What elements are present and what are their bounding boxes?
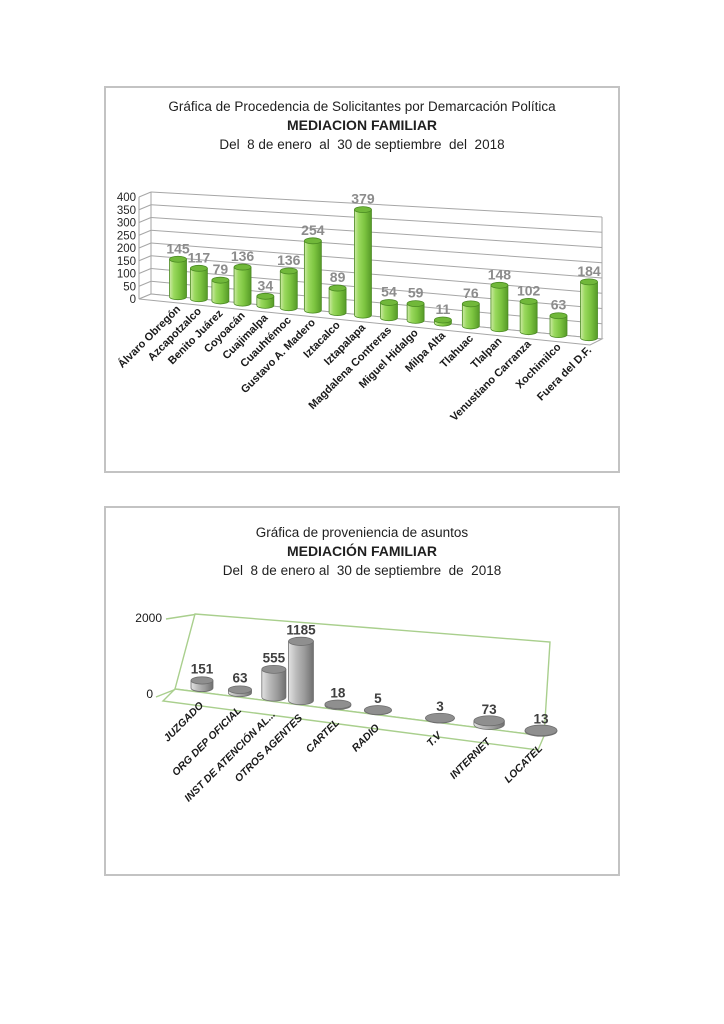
bar-Benito Juárez	[211, 276, 230, 305]
y-tick-label: 350	[117, 205, 136, 217]
value-label: 54	[381, 284, 397, 300]
bar-Tlahuac	[461, 300, 480, 330]
bar-Magdalena Contreras	[380, 299, 398, 322]
value-label: 59	[408, 285, 424, 301]
bar-Iztapalapa	[354, 206, 372, 319]
bar-Milpa Alta	[434, 316, 452, 327]
value-label: 73	[482, 702, 498, 717]
chart-floor	[161, 688, 546, 751]
value-label: 76	[463, 285, 479, 301]
bar-Álvaro Obregón	[169, 255, 187, 301]
value-label: 379	[351, 191, 375, 207]
bar-T.V	[425, 712, 455, 724]
chart1-title: Gráfica de Procedencia de Solicitantes p…	[168, 99, 556, 114]
category-label: JUZGADO	[161, 700, 206, 745]
y-tick-label: 0	[146, 687, 153, 701]
category-label: CARTEL	[304, 717, 342, 755]
bar-Tlalpan	[490, 281, 509, 333]
bar-Cuajimalpa	[256, 292, 275, 309]
y-tick-label: 2000	[135, 611, 162, 625]
y-tick-label: 250	[117, 230, 136, 242]
value-label: 102	[517, 282, 541, 298]
y-tick-label: 300	[117, 218, 136, 230]
bar-Xochimilco	[549, 312, 568, 339]
value-label: 136	[277, 252, 301, 268]
value-label: 18	[330, 685, 346, 700]
bars	[169, 206, 598, 342]
bar-ORG DEP OFICIAL	[228, 685, 252, 698]
chart1-subtitle: MEDIACION FAMILIAR	[286, 117, 438, 133]
value-label: 11	[435, 301, 450, 317]
chart2-title: Gráfica de proveniencia de asuntos	[255, 525, 469, 540]
bar-LOCATEL	[524, 724, 558, 737]
bars	[190, 636, 558, 737]
bar-Gustavo A. Madero	[303, 237, 322, 314]
bar-Cuauhtémoc	[279, 267, 298, 312]
value-label: 145	[166, 240, 190, 256]
bar-INTERNET	[473, 715, 505, 730]
bar-INST DE ATENCIÓN AL...	[261, 664, 287, 702]
bar-JUZGADO	[190, 676, 214, 693]
bar-Miguel Hidalgo	[406, 300, 425, 324]
bar-Fuera del D.F.	[580, 278, 598, 342]
value-label: 555	[263, 650, 286, 665]
value-label: 63	[232, 671, 248, 686]
value-label: 117	[188, 249, 211, 265]
bar-Iztacalco	[328, 284, 347, 316]
value-label: 184	[577, 263, 601, 279]
bar-RADIO	[363, 705, 392, 716]
y-tick-label: 400	[117, 192, 136, 204]
chart-floor	[138, 293, 604, 346]
chart2-period: Del 8 de enero al 30 de septiembre de 20…	[222, 563, 502, 578]
y-tick-label: 150	[117, 256, 136, 268]
value-label: 63	[551, 297, 567, 313]
bar-Coyoacán	[233, 263, 252, 307]
chart1-period: Del 8 de enero al 30 de septiembre del 2…	[219, 137, 505, 152]
y-tick-label: 0	[130, 294, 136, 306]
category-label: LOCATEL	[502, 743, 545, 786]
value-label: 136	[231, 248, 255, 264]
y-tick-label: 100	[117, 269, 136, 281]
value-label: 13	[533, 711, 549, 726]
bar-Venustiano Carranza	[519, 297, 538, 336]
chart1-title-block: Gráfica de Procedencia de Solicitantes p…	[106, 88, 618, 154]
chart2-subtitle: MEDIACIÓN FAMILIAR	[286, 543, 438, 559]
value-label: 1185	[286, 622, 316, 637]
bar-Azcapotzalco	[189, 264, 208, 303]
value-label: 79	[213, 261, 229, 277]
value-label: 254	[301, 222, 325, 238]
y-tick-label: 50	[123, 281, 136, 293]
value-label: 89	[330, 269, 346, 285]
bar-CARTEL	[324, 699, 352, 710]
chart1-panel: Gráfica de Procedencia de Solicitantes p…	[104, 86, 620, 473]
y-tick-label: 200	[117, 243, 136, 255]
chart2-title-block: Gráfica de proveniencia de asuntos MEDIA…	[106, 508, 618, 580]
value-label: 5	[374, 691, 382, 706]
value-label: 3	[436, 699, 444, 714]
value-label: 148	[488, 266, 512, 282]
value-label: 34	[258, 277, 274, 293]
value-label: 151	[191, 661, 214, 676]
chart2-panel: Gráfica de proveniencia de asuntos MEDIA…	[104, 506, 620, 876]
bar-OTROS AGENTES	[288, 636, 314, 706]
